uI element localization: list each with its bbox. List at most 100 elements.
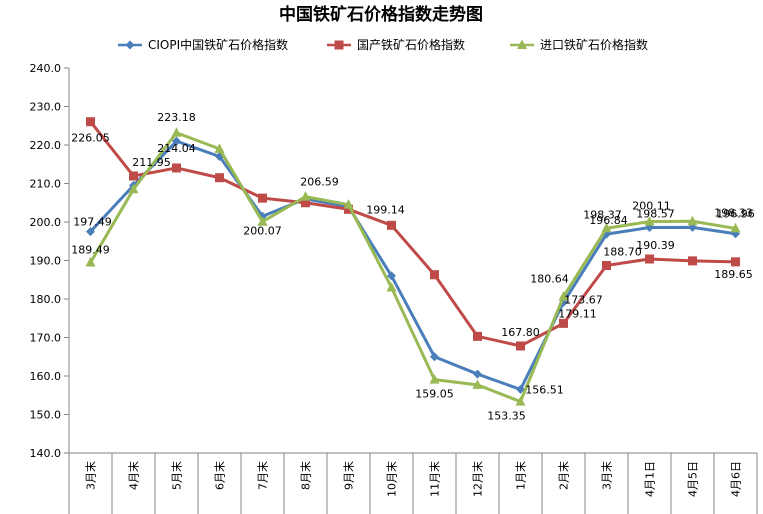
data-label: 198.37 bbox=[583, 208, 622, 221]
data-point bbox=[559, 318, 568, 328]
data-point bbox=[473, 369, 482, 379]
x-tick-label: 11月末 bbox=[428, 461, 442, 497]
data-label: 198.57 bbox=[636, 208, 675, 221]
x-tick-label: 4月末 bbox=[127, 461, 141, 490]
data-point bbox=[257, 216, 268, 226]
chart-title: 中国铁矿石价格指数走势图 bbox=[279, 4, 483, 25]
data-point bbox=[344, 204, 353, 214]
series-layer bbox=[85, 117, 741, 406]
y-tick-label: 170.0 bbox=[30, 332, 62, 345]
data-point bbox=[472, 379, 483, 389]
x-tick-label: 4月6日 bbox=[730, 461, 743, 497]
data-label: 167.80 bbox=[501, 326, 540, 339]
data-label: 211.95 bbox=[132, 156, 171, 169]
data-point bbox=[129, 171, 138, 181]
x-tick-label: 4月1日 bbox=[644, 461, 657, 497]
data-point bbox=[215, 173, 224, 183]
axes: 140.0 150.0 160.0 170.0 180.0 190.0 200.0 210.0… bbox=[30, 62, 758, 514]
data-point bbox=[688, 256, 697, 266]
data-point bbox=[516, 341, 525, 351]
data-point bbox=[300, 191, 311, 201]
data-point bbox=[473, 331, 482, 341]
series-line bbox=[89, 120, 736, 348]
data-label: 153.35 bbox=[487, 410, 526, 423]
data-point bbox=[386, 281, 397, 292]
data-label: 196.96 bbox=[716, 208, 755, 221]
data-label: 197.49 bbox=[73, 216, 112, 229]
series-triangle bbox=[85, 127, 741, 406]
data-point bbox=[687, 215, 698, 226]
data-label: 189.65 bbox=[714, 268, 753, 281]
data-point bbox=[172, 163, 181, 173]
data-label: 226.05 bbox=[71, 132, 110, 145]
x-tick-label: 6月末 bbox=[213, 461, 227, 490]
data-label: 196.84 bbox=[589, 214, 628, 227]
data-point bbox=[429, 374, 440, 384]
y-tick-label: 200.0 bbox=[30, 216, 62, 229]
data-point bbox=[430, 270, 439, 280]
legend-label: CIOPI中国铁矿石价格指数 bbox=[148, 37, 288, 52]
legend-label: 国产铁矿石价格指数 bbox=[357, 37, 465, 52]
data-point bbox=[515, 396, 526, 406]
data-label: 156.51 bbox=[525, 383, 564, 396]
data-label: 199.14 bbox=[366, 203, 405, 216]
y-tick-label: 140.0 bbox=[30, 447, 62, 460]
data-label: 179.11 bbox=[558, 307, 597, 320]
y-tick-label: 160.0 bbox=[30, 370, 62, 383]
data-point bbox=[602, 261, 611, 271]
x-tick-label: 2月末 bbox=[557, 461, 571, 490]
data-point bbox=[645, 254, 654, 264]
legend-marker bbox=[334, 40, 344, 50]
data-point bbox=[601, 222, 612, 233]
y-tick-label: 180.0 bbox=[30, 293, 62, 306]
x-tick-label: 12月末 bbox=[471, 461, 485, 497]
data-point bbox=[731, 257, 740, 267]
x-tick-label: 1月末 bbox=[514, 461, 528, 490]
data-label: 214.04 bbox=[157, 142, 196, 155]
x-tick-label: 9月末 bbox=[342, 461, 356, 490]
legend-marker bbox=[125, 40, 135, 50]
data-point bbox=[86, 117, 95, 127]
data-point bbox=[301, 198, 310, 208]
legend-marker bbox=[517, 39, 527, 49]
data-point bbox=[387, 271, 396, 281]
x-tick-label: 4月5日 bbox=[687, 461, 700, 497]
data-labels: 197.49 156.51 179.11 196.84 198.57 196.96 226.… bbox=[71, 111, 755, 423]
series-line bbox=[89, 139, 736, 391]
data-point bbox=[387, 220, 396, 230]
y-tick-label: 240.0 bbox=[30, 62, 62, 75]
data-label: 188.70 bbox=[603, 246, 642, 259]
data-label: 198.33 bbox=[714, 206, 753, 219]
x-tick-label: 10月末 bbox=[385, 461, 399, 497]
y-tick-label: 220.0 bbox=[30, 139, 62, 152]
data-point bbox=[516, 384, 525, 394]
legend: CIOPI中国铁矿石价格指数 国产铁矿石价格指数 进口铁矿石价格指数 bbox=[118, 37, 648, 52]
data-point bbox=[85, 256, 96, 267]
x-tick-label: 5月末 bbox=[170, 461, 184, 490]
data-label: 190.39 bbox=[636, 239, 675, 252]
series-line bbox=[89, 131, 736, 404]
x-tick-label: 3月末 bbox=[600, 461, 614, 490]
y-tick-label: 210.0 bbox=[30, 178, 62, 191]
data-label: 223.18 bbox=[157, 111, 196, 124]
data-label: 180.64 bbox=[530, 273, 569, 286]
data-label: 159.05 bbox=[415, 388, 454, 401]
data-point bbox=[258, 193, 267, 203]
data-point bbox=[214, 143, 225, 153]
data-point bbox=[430, 352, 439, 362]
x-tick-label: 3月末 bbox=[84, 461, 98, 490]
data-label: 206.59 bbox=[300, 176, 339, 189]
y-tick-label: 150.0 bbox=[30, 409, 62, 422]
legend-label: 进口铁矿石价格指数 bbox=[540, 37, 648, 52]
data-point bbox=[128, 183, 139, 194]
data-label: 200.07 bbox=[243, 225, 282, 238]
data-label: 200.11 bbox=[632, 200, 671, 213]
series-square bbox=[86, 117, 740, 351]
data-point bbox=[558, 291, 569, 301]
data-label: 189.49 bbox=[71, 243, 110, 256]
x-tick-label: 8月末 bbox=[299, 461, 313, 490]
data-point bbox=[172, 136, 181, 146]
y-tick-label: 190.0 bbox=[30, 255, 62, 268]
data-label: 173.67 bbox=[564, 293, 603, 306]
